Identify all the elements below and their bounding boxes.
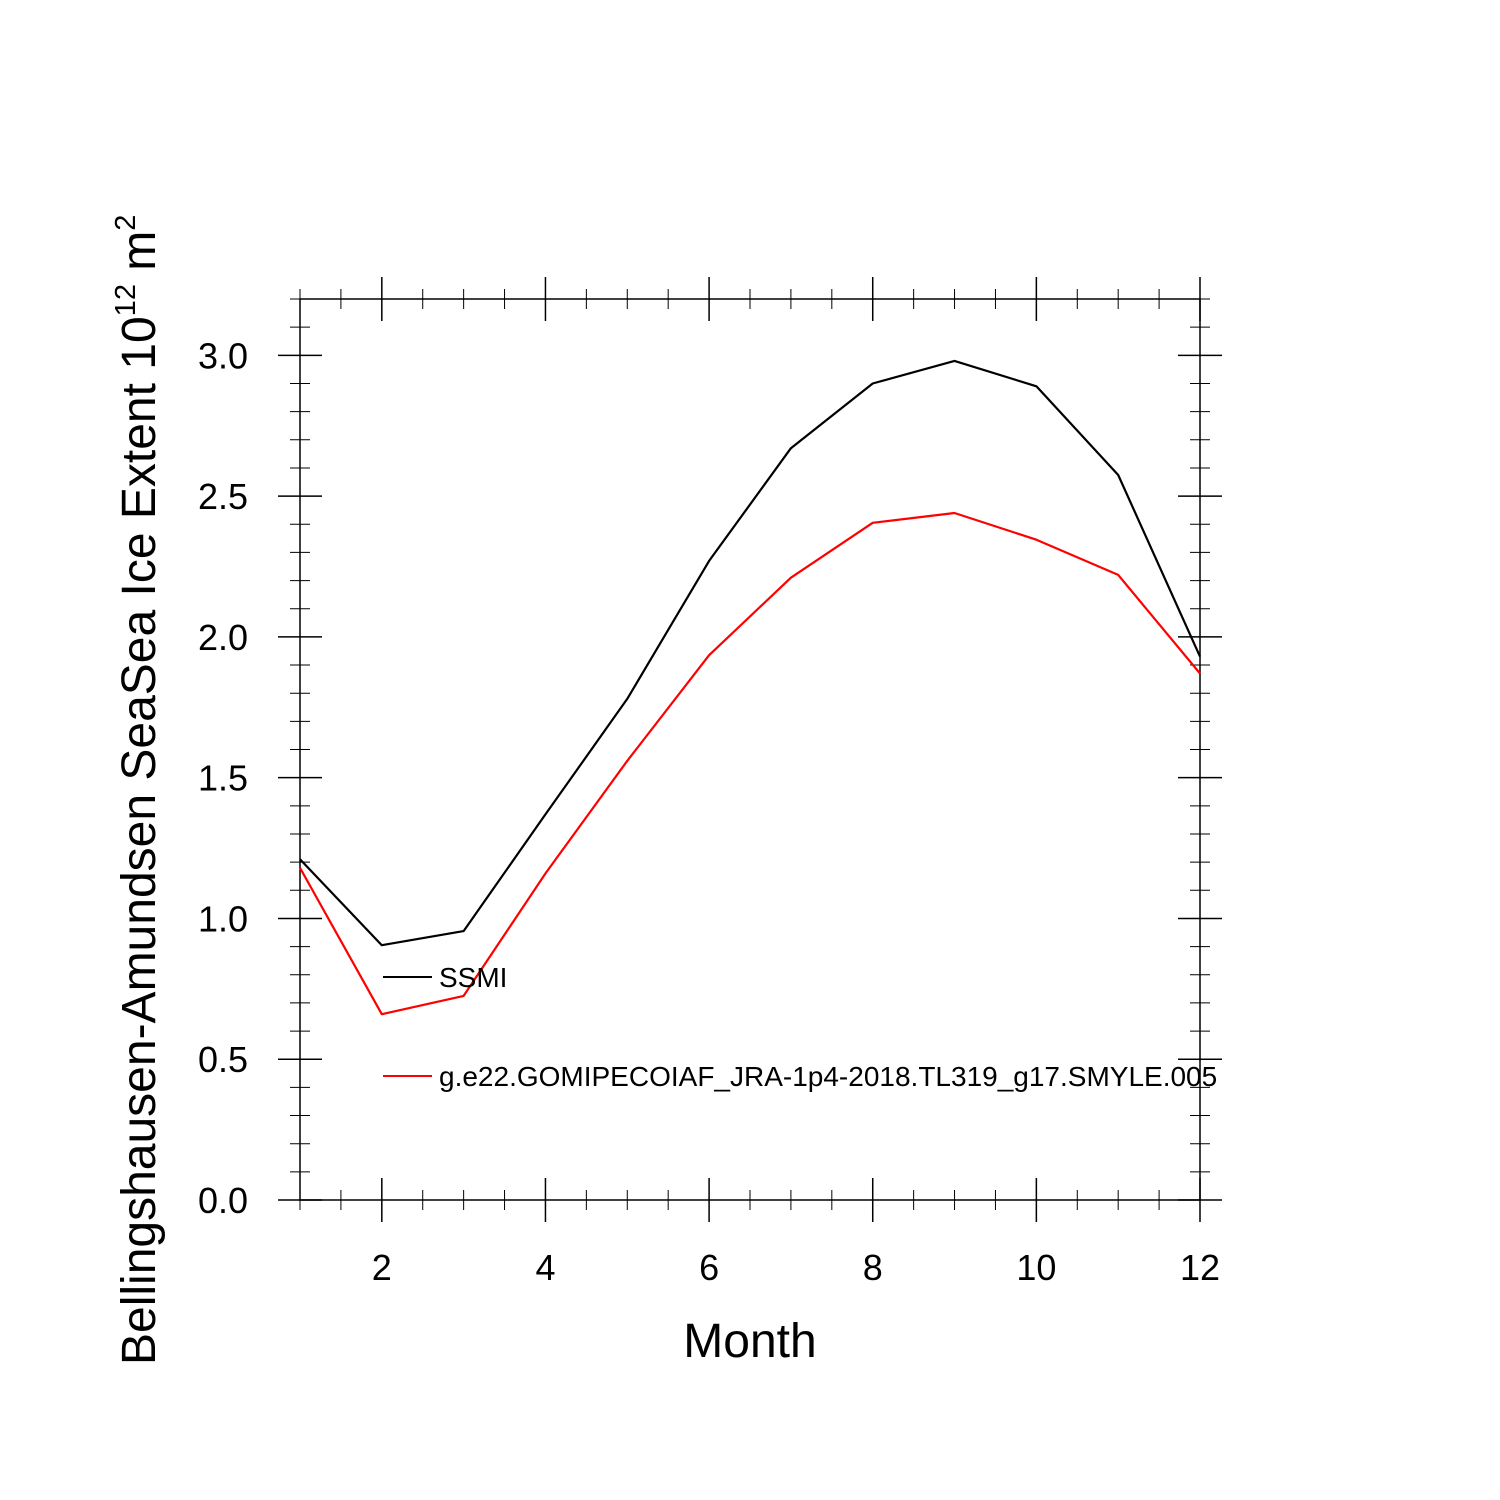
y-axis-title: Bellingshausen-Amundsen SeaSea Ice Exten…: [110, 215, 166, 1365]
x-tick-labels: 2 4 6 8 10 12: [372, 1247, 1220, 1288]
major-ticks: [278, 277, 1222, 1222]
y-tick-labels: 0.0 0.5 1.0 1.5 2.0 2.5 3.0: [198, 335, 248, 1221]
series-line-0: [299, 359, 1202, 947]
legend: SSMI g.e22.GOMIPECOIAF_JRA-1p4-2018.TL31…: [383, 962, 1217, 1092]
y-tick-label: 0.5: [198, 1039, 248, 1080]
x-tick-label: 10: [1016, 1247, 1056, 1288]
y-tick-label: 0.0: [198, 1180, 248, 1221]
y-axis-title-main: Bellingshausen-Amundsen SeaSea Ice Exten…: [113, 316, 166, 1365]
y-tick-label: 2.0: [198, 617, 248, 658]
y-axis-title-unit: m: [113, 231, 166, 284]
legend-label-model: g.e22.GOMIPECOIAF_JRA-1p4-2018.TL319_g17…: [439, 1061, 1217, 1092]
y-axis-title-exponent: 12: [110, 284, 142, 316]
y-tick-label: 1.5: [198, 758, 248, 799]
x-axis-title: Month: [683, 1315, 816, 1368]
y-axis-title-unit-exponent: 2: [110, 215, 142, 231]
x-tick-label: 12: [1180, 1247, 1220, 1288]
y-tick-label: 1.0: [198, 898, 248, 939]
series-lines: [299, 359, 1202, 1016]
x-tick-label: 4: [535, 1247, 555, 1288]
minor-ticks: [290, 289, 1210, 1210]
x-tick-label: 6: [699, 1247, 719, 1288]
x-tick-label: 8: [863, 1247, 883, 1288]
x-tick-label: 2: [372, 1247, 392, 1288]
y-tick-label: 2.5: [198, 476, 248, 517]
series-line-1: [299, 511, 1201, 1016]
legend-label-ssmi: SSMI: [439, 962, 507, 993]
y-tick-label: 3.0: [198, 335, 248, 376]
